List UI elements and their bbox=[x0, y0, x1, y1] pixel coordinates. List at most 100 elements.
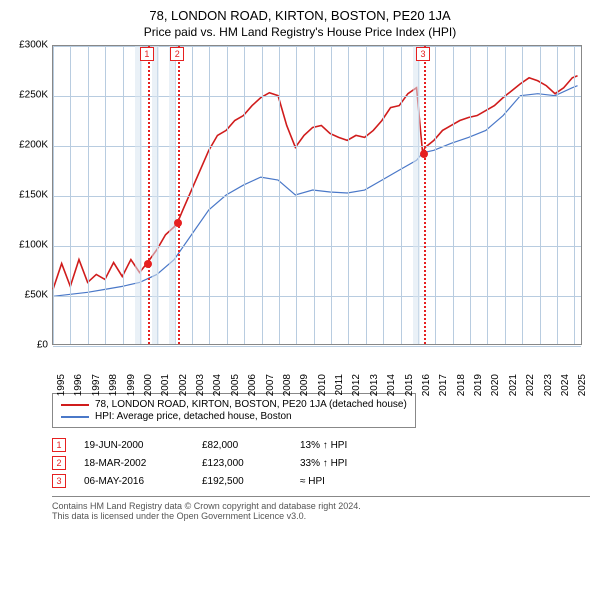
gridline-v bbox=[487, 46, 488, 344]
sale-row: 119-JUN-2000£82,00013% ↑ HPI bbox=[52, 438, 590, 452]
sale-marker-dot bbox=[420, 150, 428, 158]
x-axis-label: 2007 bbox=[265, 374, 276, 396]
gridline-h bbox=[53, 296, 581, 297]
gridline-v bbox=[314, 46, 315, 344]
gridline-v bbox=[105, 46, 106, 344]
footnote-line-2: This data is licensed under the Open Gov… bbox=[52, 511, 590, 521]
series-line bbox=[53, 86, 578, 297]
gridline-h bbox=[53, 146, 581, 147]
x-axis-label: 1995 bbox=[56, 374, 67, 396]
gridline-v bbox=[505, 46, 506, 344]
highlight-band bbox=[413, 46, 420, 344]
chart-container: 78, LONDON ROAD, KIRTON, BOSTON, PE20 1J… bbox=[0, 0, 600, 529]
gridline-v bbox=[435, 46, 436, 344]
x-axis-label: 2020 bbox=[490, 374, 501, 396]
legend-swatch bbox=[61, 404, 89, 406]
x-axis-label: 1996 bbox=[73, 374, 84, 396]
sale-row: 218-MAR-2002£123,00033% ↑ HPI bbox=[52, 456, 590, 470]
gridline-v bbox=[123, 46, 124, 344]
x-axis-label: 1998 bbox=[108, 374, 119, 396]
gridline-v bbox=[209, 46, 210, 344]
sale-row: 306-MAY-2016£192,500≈ HPI bbox=[52, 474, 590, 488]
x-axis-label: 2025 bbox=[577, 374, 588, 396]
legend-swatch bbox=[61, 416, 89, 418]
gridline-h bbox=[53, 96, 581, 97]
x-axis-label: 2002 bbox=[178, 374, 189, 396]
y-axis-label: £100K bbox=[10, 240, 48, 251]
x-axis-label: 2010 bbox=[317, 374, 328, 396]
x-axis-label: 2014 bbox=[386, 374, 397, 396]
gridline-v bbox=[574, 46, 575, 344]
gridline-v bbox=[279, 46, 280, 344]
sale-delta: 13% ↑ HPI bbox=[300, 440, 347, 451]
x-axis-label: 1997 bbox=[91, 374, 102, 396]
gridline-v bbox=[522, 46, 523, 344]
sale-marker-line bbox=[178, 46, 180, 344]
sale-price: £123,000 bbox=[202, 458, 282, 469]
footnote: Contains HM Land Registry data © Crown c… bbox=[52, 496, 590, 521]
x-axis-label: 2012 bbox=[351, 374, 362, 396]
gridline-v bbox=[296, 46, 297, 344]
x-axis-label: 2003 bbox=[195, 374, 206, 396]
gridline-v bbox=[88, 46, 89, 344]
x-axis-label: 2015 bbox=[404, 374, 415, 396]
gridline-v bbox=[453, 46, 454, 344]
gridline-h bbox=[53, 246, 581, 247]
sale-date: 18-MAR-2002 bbox=[84, 458, 184, 469]
x-axis-label: 2006 bbox=[247, 374, 258, 396]
sale-date: 06-MAY-2016 bbox=[84, 476, 184, 487]
legend-row: HPI: Average price, detached house, Bost… bbox=[61, 411, 407, 422]
gridline-v bbox=[348, 46, 349, 344]
gridline-v bbox=[244, 46, 245, 344]
footnote-line-1: Contains HM Land Registry data © Crown c… bbox=[52, 501, 590, 511]
x-axis-label: 1999 bbox=[126, 374, 137, 396]
sale-price: £82,000 bbox=[202, 440, 282, 451]
gridline-v bbox=[557, 46, 558, 344]
sale-index-badge: 2 bbox=[52, 456, 66, 470]
gridline-h bbox=[53, 196, 581, 197]
gridline-v bbox=[70, 46, 71, 344]
sale-marker-dot bbox=[174, 219, 182, 227]
gridline-v bbox=[192, 46, 193, 344]
sale-marker-line bbox=[148, 46, 150, 344]
x-axis-label: 2000 bbox=[143, 374, 154, 396]
sale-price: £192,500 bbox=[202, 476, 282, 487]
gridline-v bbox=[470, 46, 471, 344]
highlight-band bbox=[152, 46, 159, 344]
legend-label: 78, LONDON ROAD, KIRTON, BOSTON, PE20 1J… bbox=[95, 399, 407, 410]
y-axis-label: £150K bbox=[10, 190, 48, 201]
plot-region bbox=[52, 45, 582, 345]
y-axis-label: £0 bbox=[10, 340, 48, 351]
x-axis-label: 2022 bbox=[525, 374, 536, 396]
gridline-h bbox=[53, 46, 581, 47]
gridline-v bbox=[53, 46, 54, 344]
highlight-band bbox=[169, 46, 176, 344]
sale-marker-badge: 3 bbox=[416, 47, 430, 61]
sale-marker-badge: 1 bbox=[140, 47, 154, 61]
gridline-v bbox=[262, 46, 263, 344]
x-axis-label: 2021 bbox=[508, 374, 519, 396]
x-axis-label: 2018 bbox=[456, 374, 467, 396]
x-axis-label: 2023 bbox=[543, 374, 554, 396]
series-line bbox=[53, 76, 578, 290]
gridline-v bbox=[383, 46, 384, 344]
gridline-h bbox=[53, 346, 581, 347]
gridline-v bbox=[331, 46, 332, 344]
legend-row: 78, LONDON ROAD, KIRTON, BOSTON, PE20 1J… bbox=[61, 399, 407, 410]
sale-marker-badge: 2 bbox=[170, 47, 184, 61]
legend-label: HPI: Average price, detached house, Bost… bbox=[95, 411, 292, 422]
sale-index-badge: 3 bbox=[52, 474, 66, 488]
gridline-v bbox=[227, 46, 228, 344]
chart-area: £0£50K£100K£150K£200K£250K£300K199519961… bbox=[10, 45, 590, 385]
highlight-band bbox=[135, 46, 142, 344]
x-axis-label: 2013 bbox=[369, 374, 380, 396]
x-axis-label: 2001 bbox=[160, 374, 171, 396]
x-axis-label: 2017 bbox=[438, 374, 449, 396]
x-axis-label: 2005 bbox=[230, 374, 241, 396]
y-axis-label: £250K bbox=[10, 90, 48, 101]
x-axis-label: 2004 bbox=[212, 374, 223, 396]
chart-title: 78, LONDON ROAD, KIRTON, BOSTON, PE20 1J… bbox=[10, 8, 590, 23]
chart-subtitle: Price paid vs. HM Land Registry's House … bbox=[10, 25, 590, 39]
gridline-v bbox=[366, 46, 367, 344]
sale-marker-dot bbox=[144, 260, 152, 268]
